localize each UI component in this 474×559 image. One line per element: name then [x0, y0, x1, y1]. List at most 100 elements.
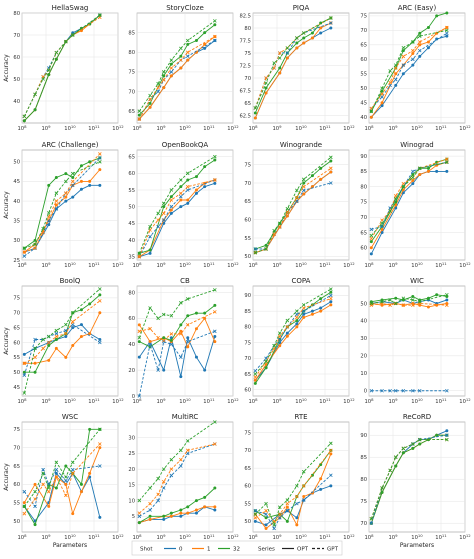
x-tick-label: 109 [156, 533, 166, 541]
series-opt-shot-0-point [22, 352, 26, 356]
series-gpt-shot-32-point [148, 93, 152, 98]
x-tick-label: 109 [41, 397, 51, 405]
series-opt-shot-0-point [401, 72, 405, 76]
series-gpt-shot-0-point [148, 342, 152, 347]
legend-frame [131, 540, 343, 556]
series-gpt-shot-1-point [54, 475, 59, 479]
series-gpt-shot-32-point [417, 299, 422, 304]
series-gpt-shot-32-point [272, 61, 276, 65]
series-gpt-shot-32-point [98, 427, 102, 432]
panel-hellaswag: 108 109 1010 1011 1012 40 50 60 70 80 HellaSwag Acc… [3, 4, 124, 132]
series-opt-shot-1-point [194, 188, 198, 192]
series-gpt-shot-0-point [301, 188, 306, 193]
series-gpt-shot-32-point [445, 28, 449, 33]
y-tick-label: 50 [360, 301, 367, 307]
series-opt-shot-0-point [369, 252, 373, 256]
y-axis-label: Accuracy [3, 191, 10, 219]
series-opt-shot-1-point [194, 508, 198, 512]
y-tick-label: 65 [128, 154, 135, 160]
x-tick-label: 1010 [295, 533, 307, 541]
series-opt-shot-1-point [148, 517, 152, 521]
series-gpt-shot-1-point [393, 66, 398, 70]
panel-title: WSC [62, 413, 78, 421]
x-tick-label: 109 [272, 533, 282, 541]
y-tick-label: 70 [13, 311, 20, 317]
y-tick-label: 90 [244, 293, 251, 299]
series-opt-shot-1-point [169, 514, 173, 518]
y-tick-label: 65 [360, 43, 367, 49]
y-tick-label: 30 [360, 336, 367, 342]
y-tick-label: 80 [128, 50, 135, 56]
series-gpt-shot-1-point [33, 246, 37, 250]
y-tick-label: 70 [244, 448, 251, 454]
series-gpt-shot-32-point [70, 460, 75, 465]
series-opt-shot-32-point [79, 482, 83, 486]
series-gpt-shot-0-point [445, 31, 449, 36]
series-gpt-shot-32-point [285, 46, 290, 50]
series-gpt-shot-1-point [185, 323, 190, 327]
series-gpt-shot-0-point [411, 169, 415, 174]
series-gpt-shot-1-point [33, 355, 37, 360]
y-axis-label: Accuracy [3, 327, 10, 355]
series-opt-shot-1-point [295, 523, 299, 527]
y-tick-label: 20 [360, 354, 367, 360]
series-opt-shot-1-point [98, 311, 102, 315]
series-opt-shot-32-point [162, 205, 166, 209]
series-gpt-shot-0-point [161, 218, 166, 222]
series-gpt-shot-32-point [264, 359, 268, 364]
series-opt-shot-1-point [186, 511, 190, 515]
series-gpt-shot-32-point [41, 471, 45, 476]
series-gpt-shot-1-point [64, 191, 68, 195]
series-opt-shot-32-point [54, 176, 58, 179]
y-tick-label: 75 [128, 70, 135, 76]
series-gpt-shot-1-point [46, 340, 51, 345]
series-opt-shot-1-point [64, 355, 68, 359]
series-gpt-shot-0-point [64, 478, 68, 483]
y-tick-label: 70 [360, 215, 367, 221]
series-opt-shot-0-point [179, 514, 183, 518]
series-gpt-shot-0-point [22, 489, 27, 494]
series-gpt-shot-0-point [445, 433, 449, 437]
series-opt-shot-1-point [329, 452, 333, 456]
series-gpt-shot-32-point [161, 312, 166, 317]
series-opt-shot-1-point [285, 214, 289, 218]
series-gpt-shot-0-point [213, 329, 217, 334]
series-gpt-shot-32-point [137, 335, 142, 340]
series-opt-shot-32-point [186, 505, 190, 509]
series-gpt-shot-0-point [445, 388, 449, 393]
x-tick-label: 1011 [88, 397, 100, 405]
series-gpt-shot-1-point [295, 494, 299, 499]
y-tick-label: 60 [360, 246, 367, 252]
legend-label-gpt: GPT [327, 547, 339, 553]
series-gpt-shot-32-point [445, 437, 449, 442]
series-opt-shot-1-point [253, 378, 257, 382]
series-gpt-shot-0-point [179, 355, 183, 359]
series-gpt-shot-0-point [137, 394, 142, 398]
y-axis-label: Accuracy [3, 54, 10, 82]
series-gpt-shot-0-line [138, 330, 215, 397]
y-tick-label: 70 [13, 33, 20, 39]
series-opt-shot-0-point [329, 300, 333, 304]
y-tick-label: 65 [360, 230, 367, 236]
y-tick-label: 10 [360, 371, 367, 377]
series-gpt-shot-1-point [301, 184, 306, 189]
series-gpt-shot-32-point [417, 437, 422, 442]
series-opt-shot-32-point [179, 185, 183, 189]
series-opt-shot-1-point [329, 303, 333, 307]
series-gpt-shot-1-point [185, 50, 190, 55]
y-tick-label: 80 [244, 325, 251, 331]
series-opt-shot-1-point [47, 358, 51, 362]
series-gpt-shot-32-point [277, 331, 282, 335]
series-gpt-shot-32-point [22, 246, 27, 250]
series-opt-shot-32-point [169, 62, 173, 66]
series-opt-shot-0-point [162, 517, 166, 521]
series-gpt-shot-0-point [277, 516, 282, 520]
series-opt-shot-0-point [213, 334, 217, 338]
series-opt-shot-32-point [426, 166, 430, 170]
series-gpt-shot-32-point [401, 446, 406, 451]
series-opt-shot-32-point [148, 101, 152, 105]
series-gpt-shot-0-point [148, 234, 152, 239]
series-opt-shot-32-point [310, 174, 314, 178]
series-opt-shot-32-point [194, 499, 198, 503]
